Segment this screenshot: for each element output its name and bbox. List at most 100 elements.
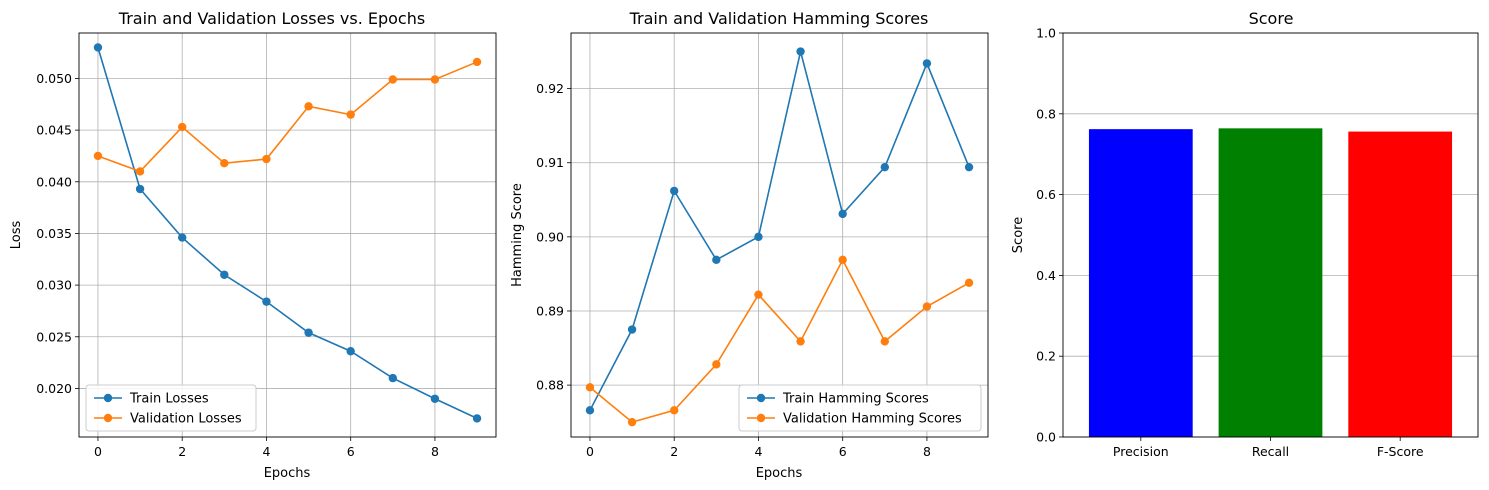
loss-chart-point-1 (346, 110, 355, 119)
score-chart-ytick-label: 0.2 (1036, 349, 1056, 364)
hamming-chart-frame (570, 32, 989, 438)
loss-chart-point-0 (177, 233, 187, 242)
loss-chart-point-1 (93, 151, 103, 161)
hamming-chart-ytick-label: 0.92 (536, 81, 564, 96)
hamming-chart-point-1 (922, 302, 932, 311)
loss-chart-ytick-label: 0.050 (36, 71, 72, 86)
score-chart-xtick-label: Precision (1113, 444, 1169, 459)
loss-chart-legend-marker (103, 393, 113, 403)
hamming-chart-xtick-label: 0 (586, 444, 594, 459)
loss-chart-ytick-label: 0.035 (36, 226, 72, 241)
loss-chart-ylabel: Loss (9, 221, 24, 250)
loss-chart-xtick-label: 0 (94, 444, 102, 459)
loss-chart-series-line-1 (97, 61, 478, 173)
loss-chart-series-line-0 (97, 47, 478, 420)
hamming-chart-point-0 (585, 406, 595, 415)
loss-chart-legend-label: Validation Losses (130, 412, 242, 427)
loss-chart-point-1 (262, 154, 271, 164)
hamming-chart-point-0 (669, 186, 679, 196)
loss-chart-xtick-label: 8 (431, 444, 439, 459)
score-chart-bar-recall (1218, 128, 1323, 437)
loss-chart-point-0 (346, 347, 355, 356)
score-chart-xtick-label: Recall (1252, 444, 1289, 459)
loss-chart-ytick-label: 0.020 (36, 381, 72, 396)
loss-chart-point-0 (430, 394, 440, 403)
loss-chart-point-0 (135, 184, 145, 194)
loss-chart-point-0 (220, 270, 229, 279)
hamming-chart-xtick-label: 4 (754, 444, 762, 459)
loss-chart-title: Train and Validation Losses vs. Epochs (118, 9, 425, 28)
loss-chart-point-0 (472, 414, 482, 423)
hamming-chart-point-1 (585, 383, 595, 392)
hamming-chart-point-0 (880, 162, 890, 172)
hamming-chart: Train and Validation Hamming Scores Epoc… (510, 9, 989, 481)
hamming-chart-ytick-label: 0.91 (536, 155, 564, 170)
hamming-chart-ytick-label: 0.88 (536, 378, 564, 393)
loss-chart-point-1 (388, 75, 398, 84)
loss-chart-point-0 (93, 43, 103, 52)
score-chart-ytick-label: 0.4 (1036, 268, 1056, 283)
loss-chart-legend-marker (103, 413, 113, 423)
hamming-chart-legend-label: Validation Hamming Scores (783, 412, 962, 427)
loss-chart: Train and Validation Losses vs. Epochs E… (9, 9, 497, 481)
hamming-chart-point-1 (754, 290, 763, 299)
score-chart: Score Score Precision Recall F-Score 0.0 0.2… (1011, 9, 1479, 459)
hamming-chart-ylabel: Hamming Score (510, 183, 525, 287)
hamming-chart-xtick-label: 2 (670, 444, 678, 459)
score-chart-frame (1062, 32, 1479, 438)
score-chart-ytick-label: 0.8 (1036, 106, 1056, 121)
hamming-chart-point-0 (627, 325, 637, 334)
hamming-chart-legend-marker (756, 393, 766, 403)
hamming-chart-legend-marker (756, 413, 766, 423)
loss-chart-point-1 (430, 75, 440, 84)
score-chart-ytick-label: 1.0 (1036, 26, 1056, 41)
score-chart-bar-f-score (1348, 131, 1453, 438)
hamming-chart-point-1 (669, 406, 679, 415)
hamming-chart-title: Train and Validation Hamming Scores (629, 9, 929, 28)
hamming-chart-xtick-label: 8 (923, 444, 931, 459)
loss-chart-legend-label: Train Losses (129, 392, 209, 407)
loss-chart-ytick-label: 0.025 (36, 329, 72, 344)
hamming-chart-point-0 (712, 255, 721, 265)
hamming-chart-point-1 (880, 337, 890, 346)
hamming-chart-ytick-label: 0.90 (536, 229, 564, 244)
score-chart-xtick-label: F-Score (1377, 444, 1424, 459)
hamming-chart-point-1 (712, 360, 721, 369)
score-chart-bar-precision (1088, 129, 1193, 438)
loss-chart-point-1 (220, 158, 229, 168)
hamming-chart-xlabel: Epochs (756, 466, 803, 481)
hamming-chart-point-1 (627, 417, 637, 427)
loss-chart-point-0 (388, 373, 398, 383)
hamming-chart-ytick-label: 0.89 (536, 303, 564, 318)
score-chart-ytick-label: 0.6 (1036, 187, 1056, 202)
score-chart-title: Score (1249, 9, 1294, 28)
loss-chart-ytick-label: 0.040 (36, 174, 72, 189)
loss-chart-xlabel: Epochs (264, 466, 311, 481)
loss-chart-point-0 (262, 297, 271, 306)
hamming-chart-legend-label: Train Hamming Scores (782, 392, 929, 407)
hamming-chart-point-0 (922, 59, 932, 68)
hamming-chart-point-0 (964, 162, 974, 172)
hamming-chart-point-0 (838, 209, 847, 219)
score-chart-ytick-label: 0.0 (1036, 430, 1056, 445)
loss-chart-point-0 (304, 328, 313, 337)
hamming-chart-series-line-1 (589, 258, 970, 424)
hamming-chart-point-0 (754, 232, 763, 242)
hamming-chart-point-1 (838, 255, 847, 265)
loss-chart-xtick-label: 2 (178, 444, 186, 459)
loss-chart-xtick-label: 6 (347, 444, 355, 459)
hamming-chart-point-0 (796, 47, 805, 56)
loss-chart-ytick-label: 0.045 (36, 123, 72, 138)
loss-chart-point-1 (304, 102, 313, 111)
hamming-chart-point-1 (796, 337, 805, 346)
hamming-chart-xtick-label: 6 (839, 444, 847, 459)
score-chart-ylabel: Score (1011, 217, 1026, 253)
loss-chart-point-1 (472, 57, 482, 67)
hamming-chart-legend (738, 384, 982, 432)
loss-chart-xtick-label: 4 (262, 444, 270, 459)
hamming-chart-point-1 (964, 278, 974, 288)
loss-chart-point-1 (177, 122, 187, 132)
loss-chart-legend (85, 384, 257, 432)
loss-chart-ytick-label: 0.030 (36, 278, 72, 293)
